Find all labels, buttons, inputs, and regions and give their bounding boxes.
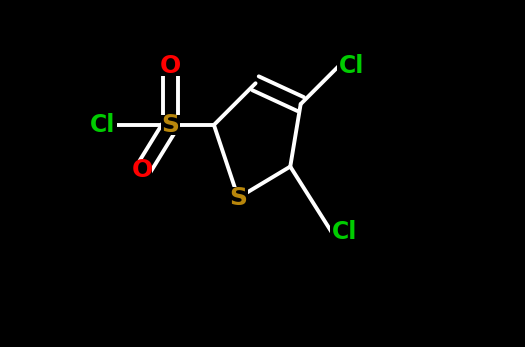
Text: Cl: Cl (332, 220, 358, 245)
Text: S: S (229, 186, 247, 210)
FancyBboxPatch shape (330, 222, 365, 243)
FancyBboxPatch shape (82, 115, 117, 135)
FancyBboxPatch shape (133, 160, 152, 180)
FancyBboxPatch shape (337, 56, 372, 76)
Text: Cl: Cl (90, 113, 115, 137)
FancyBboxPatch shape (229, 187, 248, 208)
Text: S: S (162, 113, 180, 137)
FancyBboxPatch shape (161, 56, 180, 76)
FancyBboxPatch shape (161, 115, 180, 135)
Text: O: O (160, 54, 181, 78)
Text: Cl: Cl (339, 54, 364, 78)
Text: O: O (132, 158, 153, 182)
